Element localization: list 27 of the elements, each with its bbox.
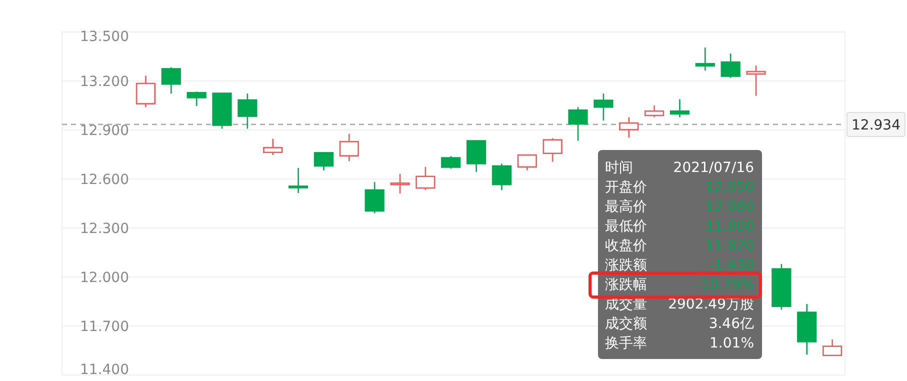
annotation: 11.820	[705, 238, 754, 254]
y-tick-label: 12.900	[80, 123, 129, 139]
annotation: -10.79%	[696, 277, 754, 293]
y-tick-label: 11.700	[80, 319, 129, 335]
annotation: 12.050	[705, 180, 754, 196]
annotation: 最低价	[605, 218, 647, 234]
annotation: 收盘价	[605, 238, 647, 254]
y-tick-label: 11.400	[80, 362, 129, 378]
annotation: 2021/07/16	[673, 160, 754, 176]
ref-line-label: 12.934	[852, 117, 901, 134]
annotation: 时间	[605, 160, 633, 176]
annotation: 开盘价	[605, 180, 647, 196]
annotation: 成交额	[605, 316, 647, 332]
annotation: 涨跌额	[605, 258, 647, 274]
annotation: -1.430	[708, 258, 754, 274]
y-tick-label: 13.200	[80, 74, 129, 90]
annotation: 涨跌幅	[605, 277, 647, 293]
y-tick-label: 12.300	[80, 221, 129, 237]
annotation: 1.01%	[710, 336, 754, 352]
y-tick-label: 13.500	[80, 29, 129, 45]
annotation: 12.080	[705, 199, 754, 215]
annotation: 换手率	[605, 336, 647, 352]
annotation: 最高价	[605, 199, 647, 215]
y-tick-label: 12.000	[80, 270, 129, 286]
y-tick-label: 12.600	[80, 172, 129, 188]
annotation: 11.800	[705, 218, 754, 234]
annotation: 3.46亿	[708, 316, 754, 332]
